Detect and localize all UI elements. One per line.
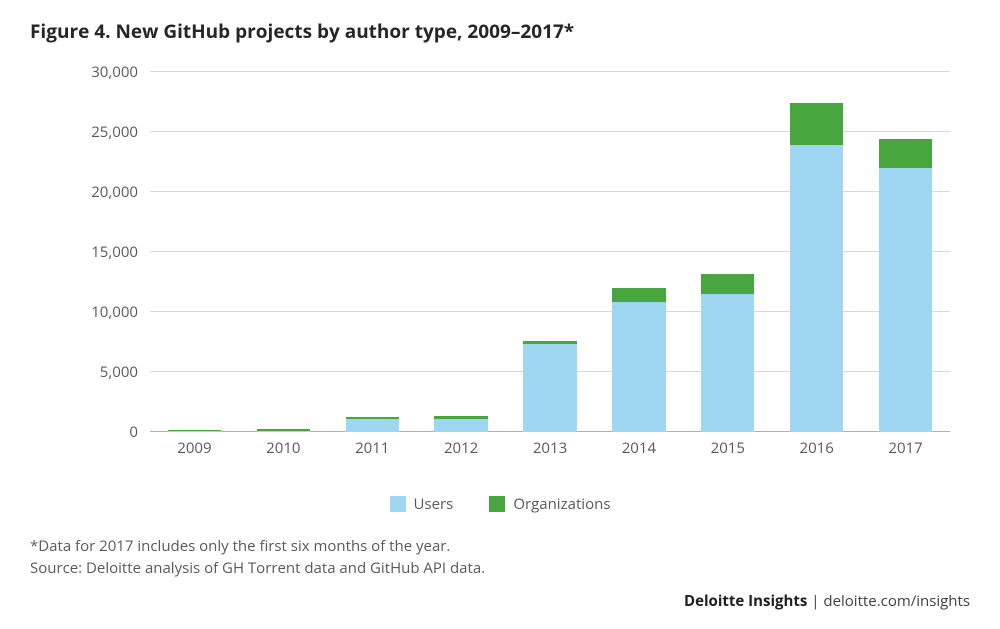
brand-url: deloitte.com/insights [823,591,970,611]
x-tick-label: 2013 [506,438,595,458]
bar-segment-users [790,145,843,432]
bars [150,72,950,432]
x-axis-labels: 200920102011201220132014201520162017 [150,438,950,458]
brand-name: Deloitte Insights [684,591,807,611]
bar-stack [346,417,399,432]
plot-region: 05,00010,00015,00020,00025,00030,000 [150,72,950,432]
y-tick-label: 5,000 [100,362,150,382]
bar-segment-users [523,344,576,432]
x-tick-label: 2014 [594,438,683,458]
bar-stack [434,416,487,432]
figure-title: Figure 4. New GitHub projects by author … [30,18,970,44]
bar-slot [594,72,683,432]
bar-segment-users [701,294,754,432]
bar-stack [257,429,310,432]
footnote-disclaimer: *Data for 2017 includes only the first s… [30,536,970,558]
legend-label: Organizations [513,494,610,514]
bar-stack [612,288,665,432]
x-tick-label: 2017 [861,438,950,458]
bar-stack [879,139,932,432]
bar-slot [417,72,506,432]
legend-label: Users [414,494,454,514]
y-tick-label: 20,000 [91,182,150,202]
bar-slot [150,72,239,432]
bar-segment-users [257,431,310,432]
y-tick-label: 25,000 [91,122,150,142]
legend-swatch [390,496,406,512]
x-tick-label: 2010 [239,438,328,458]
footnotes: *Data for 2017 includes only the first s… [30,536,970,580]
x-tick-label: 2015 [683,438,772,458]
bar-segment-users [879,168,932,432]
y-tick-label: 15,000 [91,242,150,262]
y-tick-label: 10,000 [91,302,150,322]
bar-segment-organizations [790,103,843,145]
footnote-source: Source: Deloitte analysis of GH Torrent … [30,558,970,580]
bar-segment-organizations [701,274,754,294]
bar-slot [506,72,595,432]
bar-slot [861,72,950,432]
bar-segment-organizations [879,139,932,168]
chart-area: 05,00010,00015,00020,00025,00030,000 200… [30,72,970,492]
bar-slot [239,72,328,432]
x-tick-label: 2009 [150,438,239,458]
bar-segment-users [612,302,665,432]
bar-stack [701,274,754,432]
legend-item: Users [390,494,454,514]
bar-slot [683,72,772,432]
bar-slot [772,72,861,432]
bar-stack [168,430,221,432]
figure-container: Figure 4. New GitHub projects by author … [0,0,1000,629]
x-tick-label: 2016 [772,438,861,458]
bar-segment-users [434,419,487,432]
x-tick-label: 2011 [328,438,417,458]
bar-segment-organizations [612,288,665,302]
bar-segment-users [346,419,399,432]
legend-item: Organizations [489,494,610,514]
brand-separator: | [807,591,823,611]
legend-swatch [489,496,505,512]
brand-attribution: Deloitte Insights | deloitte.com/insight… [684,591,970,611]
bar-segment-users [168,431,221,432]
legend: Users Organizations [30,494,970,514]
y-tick-label: 30,000 [91,62,150,82]
bar-stack [790,103,843,432]
x-tick-label: 2012 [417,438,506,458]
bar-stack [523,341,576,432]
y-tick-label: 0 [129,422,150,442]
bar-slot [328,72,417,432]
